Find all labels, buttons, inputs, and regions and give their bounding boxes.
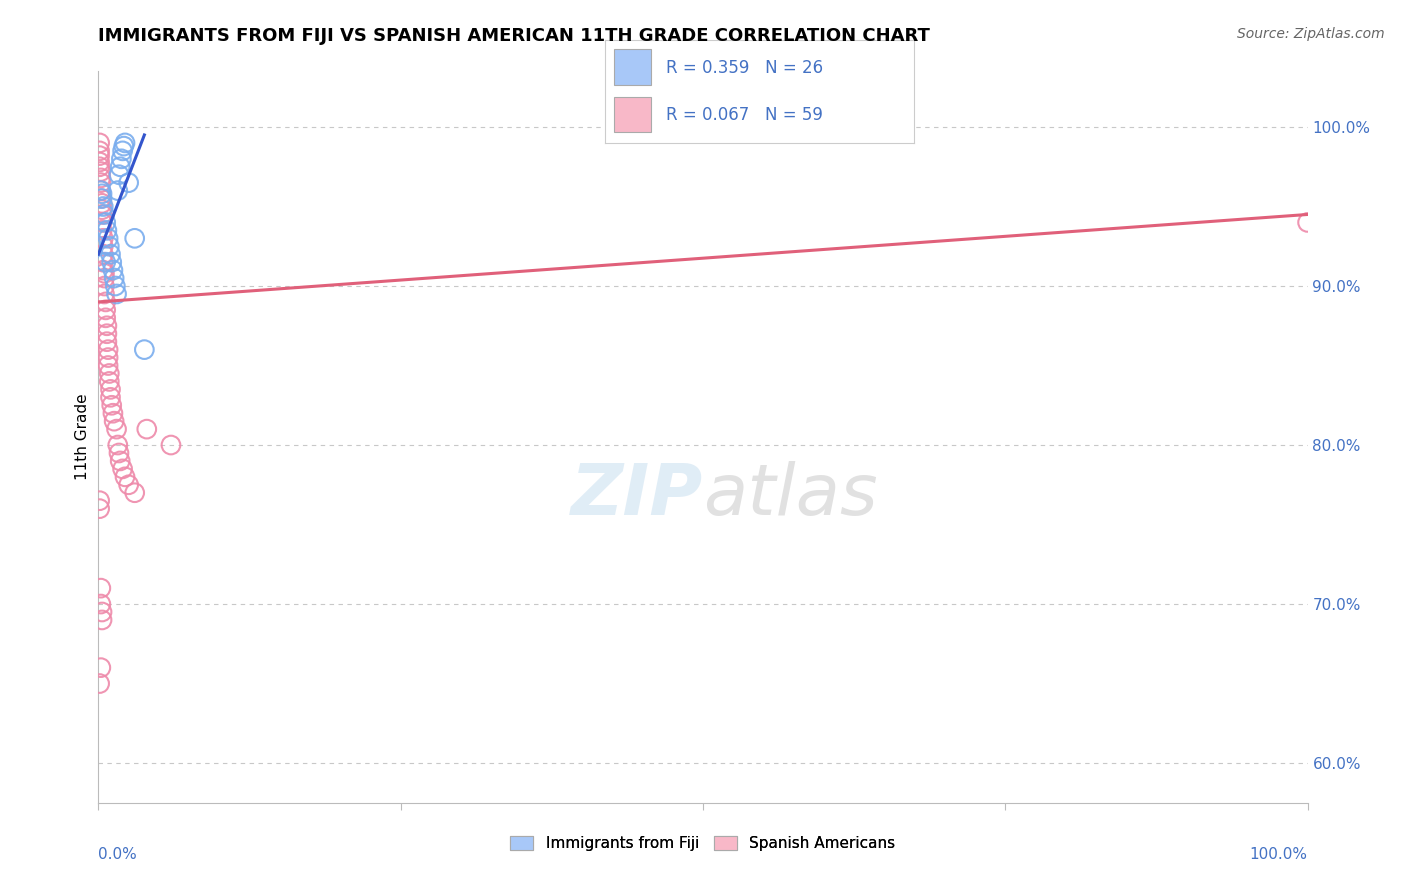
Point — [110, 152, 132, 166]
Point — [89, 501, 111, 516]
Point — [97, 231, 120, 245]
Point — [96, 223, 118, 237]
Point — [91, 613, 114, 627]
Point — [134, 343, 156, 357]
Point — [89, 160, 111, 174]
Point — [91, 223, 114, 237]
Point — [93, 271, 115, 285]
Point — [111, 462, 134, 476]
Point — [97, 351, 120, 365]
Point — [108, 446, 131, 460]
Text: IMMIGRANTS FROM FIJI VS SPANISH AMERICAN 11TH GRADE CORRELATION CHART: IMMIGRANTS FROM FIJI VS SPANISH AMERICAN… — [98, 27, 931, 45]
Point — [93, 207, 115, 221]
Point — [111, 144, 134, 158]
Point — [96, 326, 118, 341]
Text: ZIP: ZIP — [571, 461, 703, 530]
Point — [100, 390, 122, 404]
Point — [89, 136, 111, 150]
Point — [90, 597, 112, 611]
Point — [160, 438, 183, 452]
Point — [91, 200, 114, 214]
Point — [98, 239, 121, 253]
Point — [104, 279, 127, 293]
Point — [101, 263, 124, 277]
Point — [89, 676, 111, 690]
Point — [124, 231, 146, 245]
Point — [100, 383, 122, 397]
Point — [101, 406, 124, 420]
Point — [91, 263, 114, 277]
Point — [91, 215, 114, 229]
Point — [96, 334, 118, 349]
Point — [103, 414, 125, 428]
Point — [103, 271, 125, 285]
Point — [135, 422, 157, 436]
Point — [118, 176, 141, 190]
Point — [91, 196, 114, 211]
Point — [93, 279, 115, 293]
Point — [90, 581, 112, 595]
Point — [112, 139, 135, 153]
Point — [91, 239, 114, 253]
Point — [91, 202, 114, 217]
Point — [91, 231, 114, 245]
Point — [91, 255, 114, 269]
Point — [107, 438, 129, 452]
Point — [97, 343, 120, 357]
Text: 0.0%: 0.0% — [98, 847, 138, 863]
Text: R = 0.067   N = 59: R = 0.067 N = 59 — [666, 106, 824, 124]
Bar — [614, 49, 651, 86]
Point — [98, 367, 121, 381]
Text: Source: ZipAtlas.com: Source: ZipAtlas.com — [1237, 27, 1385, 41]
Text: 100.0%: 100.0% — [1250, 847, 1308, 863]
Point — [93, 287, 115, 301]
Point — [100, 398, 122, 412]
Point — [94, 255, 117, 269]
Point — [105, 287, 128, 301]
Point — [108, 168, 131, 182]
Point — [107, 184, 129, 198]
Point — [94, 310, 117, 325]
Point — [97, 359, 120, 373]
Point — [108, 454, 131, 468]
Point — [91, 605, 114, 619]
Point — [91, 207, 114, 221]
Text: R = 0.359   N = 26: R = 0.359 N = 26 — [666, 59, 824, 77]
Point — [89, 155, 111, 169]
Point — [118, 477, 141, 491]
Point — [89, 144, 111, 158]
Point — [91, 186, 114, 201]
Point — [89, 493, 111, 508]
Point — [91, 192, 114, 206]
Point — [90, 660, 112, 674]
Point — [114, 136, 136, 150]
Point — [90, 184, 112, 198]
Point — [93, 266, 115, 280]
Point — [90, 192, 112, 206]
Point — [108, 160, 131, 174]
Point — [100, 247, 122, 261]
Point — [90, 170, 112, 185]
Text: atlas: atlas — [703, 461, 877, 530]
Point — [98, 375, 121, 389]
Point — [100, 255, 122, 269]
Y-axis label: 11th Grade: 11th Grade — [75, 393, 90, 481]
Bar — [614, 96, 651, 132]
Point — [90, 184, 112, 198]
Point — [114, 470, 136, 484]
Point — [90, 164, 112, 178]
Point — [96, 318, 118, 333]
Point — [90, 176, 112, 190]
Point — [94, 294, 117, 309]
Point — [94, 302, 117, 317]
Point — [94, 215, 117, 229]
Point — [124, 485, 146, 500]
Point — [91, 247, 114, 261]
Point — [1296, 215, 1319, 229]
Point — [105, 422, 128, 436]
Legend: Immigrants from Fiji, Spanish Americans: Immigrants from Fiji, Spanish Americans — [505, 830, 901, 857]
Point — [89, 148, 111, 162]
